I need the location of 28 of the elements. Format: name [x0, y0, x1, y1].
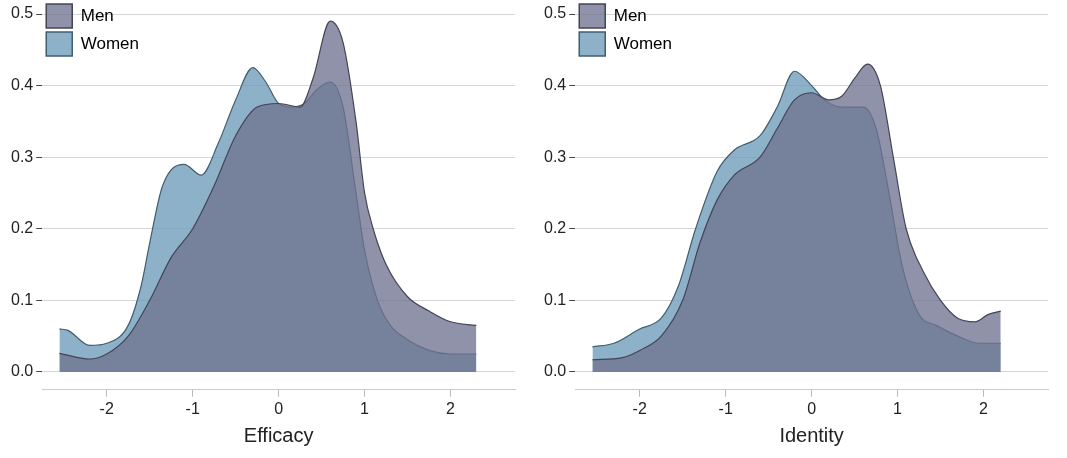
x-tick-label: 0 — [807, 399, 817, 417]
y-tick-label: 0.5 — [10, 4, 34, 22]
y-tick-label: 0.5 — [543, 4, 567, 22]
legend-label: Men — [80, 5, 114, 25]
y-tick-label: 0.1 — [10, 290, 34, 308]
x-tick-label: 1 — [360, 399, 370, 417]
x-tick-label: 2 — [979, 399, 989, 417]
legend-label: Women — [80, 33, 140, 53]
x-tick-label: -1 — [718, 399, 733, 417]
x-tick-label: 0 — [274, 399, 284, 417]
y-tick-label: 0.3 — [543, 147, 567, 165]
legend-label: Women — [613, 33, 673, 53]
y-tick-label: 0.1 — [543, 290, 567, 308]
x-tick-label: 2 — [446, 399, 456, 417]
y-tick-label: 0.2 — [543, 219, 567, 237]
y-tick-label: 0.0 — [10, 362, 34, 380]
x-tick-label: -1 — [185, 399, 200, 417]
y-tick-label: 0.0 — [543, 362, 567, 380]
x-axis-title: Efficacy — [243, 423, 314, 446]
legend-label: Men — [613, 5, 647, 25]
y-tick-label: 0.4 — [543, 75, 567, 93]
y-tick-label: 0.4 — [10, 75, 34, 93]
x-tick-label: -2 — [632, 399, 647, 417]
y-tick-label: 0.3 — [10, 147, 34, 165]
x-tick-label: 1 — [893, 399, 903, 417]
x-axis-title: Identity — [779, 423, 844, 446]
x-tick-label: -2 — [99, 399, 114, 417]
y-tick-label: 0.2 — [10, 219, 34, 237]
